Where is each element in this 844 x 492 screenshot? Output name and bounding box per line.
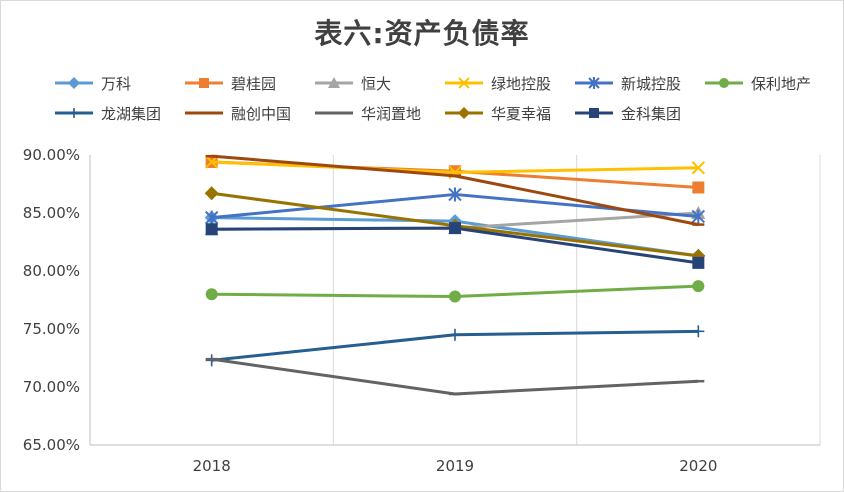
data-point: [69, 108, 79, 118]
data-point: [68, 77, 80, 89]
legend-item: 华润置地: [315, 105, 421, 123]
data-point: [199, 78, 209, 88]
data-point: [448, 187, 462, 202]
legend-label: 万科: [101, 75, 131, 93]
legend-label: 绿地控股: [491, 75, 551, 93]
y-tick-label: 85.00%: [23, 204, 80, 222]
data-point: [589, 108, 599, 118]
legend-item: 金科集团: [575, 105, 681, 123]
data-point-stroke: [691, 161, 706, 175]
legend-item: 万科: [55, 75, 131, 93]
data-point: [691, 209, 706, 224]
data-point: [204, 210, 219, 225]
data-point: [328, 77, 340, 88]
chart-title: 表六:资产负债率: [314, 17, 530, 50]
x-tick-label: 2018: [193, 457, 231, 475]
data-point: [205, 288, 218, 301]
series: [205, 357, 705, 396]
legend-item: 绿地控股: [445, 75, 551, 93]
legend-label: 碧桂园: [231, 75, 276, 93]
data-point: [692, 280, 705, 293]
series-line: [211, 357, 699, 396]
series: [205, 222, 705, 269]
data-point: [449, 222, 461, 235]
data-point: [458, 77, 470, 89]
legend-label: 金科集团: [621, 105, 681, 123]
series: [205, 325, 705, 367]
legend-item: 碧桂园: [185, 75, 276, 93]
axis-layer: 90.00% 85.00% 80.00% 75.00% 70.00% 65.00% 2018…: [23, 146, 820, 475]
data-point-stroke: [458, 77, 470, 89]
y-tick-label: 80.00%: [23, 262, 80, 280]
y-tick-label: 75.00%: [23, 320, 80, 338]
data-point: [588, 77, 600, 89]
legend-item: 龙湖集团: [55, 105, 161, 123]
legend-label: 保利地产: [751, 75, 811, 93]
data-point: [204, 186, 219, 201]
legend-label: 新城控股: [621, 75, 681, 93]
y-tick-label: 70.00%: [23, 378, 80, 396]
legend-label: 融创中国: [231, 105, 291, 123]
grid-layer: [332, 155, 821, 445]
x-tick-label: 2020: [679, 457, 717, 475]
legend-label: 恒大: [361, 75, 391, 93]
legend-item: 华夏幸福: [445, 105, 551, 123]
series: [205, 154, 705, 227]
data-point: [458, 107, 470, 119]
y-tick-label: 65.00%: [23, 436, 80, 454]
legend-label: 华润置地: [361, 105, 421, 123]
legend-item: 融创中国: [185, 105, 291, 123]
legend-item: 恒大: [315, 75, 391, 93]
data-point: [719, 78, 729, 88]
legend-item: 新城控股: [575, 75, 681, 93]
x-tick-label: 2019: [436, 457, 474, 475]
data-point: [205, 223, 218, 236]
data-point: [692, 181, 705, 194]
y-tick-label: 90.00%: [23, 146, 80, 164]
data-point: [449, 328, 461, 341]
legend-item: 保利地产: [705, 75, 811, 93]
data-point: [692, 325, 705, 338]
data-point: [691, 248, 706, 263]
legend-label: 华夏幸福: [491, 105, 551, 123]
series: [205, 280, 705, 303]
data-point: [692, 256, 705, 269]
data-point: [691, 161, 706, 175]
data-point: [449, 290, 461, 303]
legend-label: 龙湖集团: [101, 105, 161, 123]
series-layer: [204, 154, 706, 396]
